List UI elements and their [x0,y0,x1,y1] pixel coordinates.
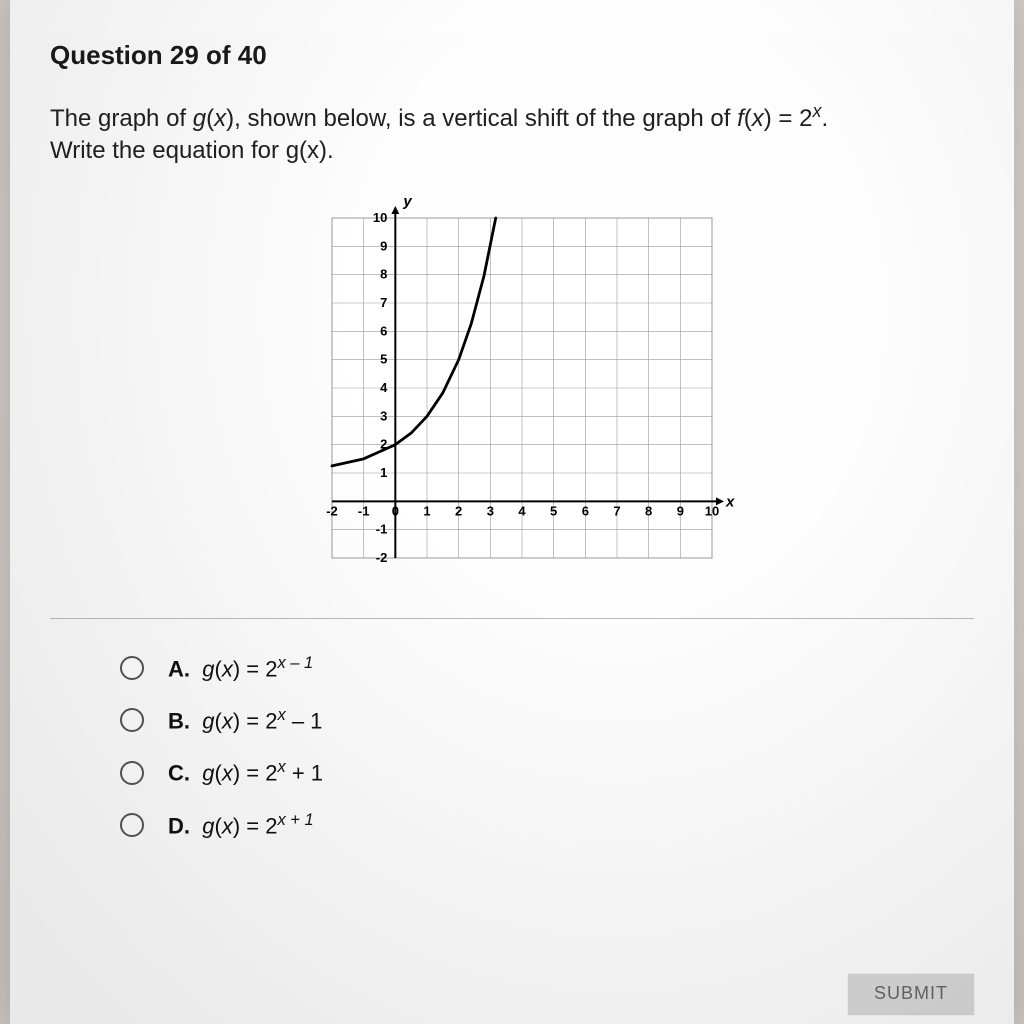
option-a-label: A. g(x) = 2x – 1 [168,654,313,682]
option-d[interactable]: D. g(x) = 2x + 1 [120,811,974,839]
svg-text:y: y [402,193,412,210]
option-a[interactable]: A. g(x) = 2x – 1 [120,654,974,682]
svg-text:8: 8 [380,266,387,281]
svg-text:6: 6 [582,503,589,518]
svg-text:-2: -2 [376,550,388,565]
chart-container: -2-1012345678910-2-112345678910yx [50,178,974,608]
question-page: Question 29 of 40 The graph of g(x), sho… [10,0,1014,1024]
svg-text:x: x [725,493,735,510]
svg-text:10: 10 [705,503,719,518]
radio-icon [120,708,144,732]
svg-text:9: 9 [677,503,684,518]
svg-text:2: 2 [455,503,462,518]
svg-text:10: 10 [373,210,387,225]
divider [50,618,974,619]
prompt-line-1: The graph of g(x), shown below, is a ver… [50,105,828,132]
radio-icon [120,656,144,680]
svg-text:-1: -1 [376,521,388,536]
option-b[interactable]: B. g(x) = 2x – 1 [120,706,974,734]
svg-text:9: 9 [380,238,387,253]
svg-text:3: 3 [380,408,387,423]
prompt-line-2: Write the equation for g(x). [50,137,334,164]
submit-button[interactable]: SUBMIT [848,973,974,1014]
svg-text:3: 3 [487,503,494,518]
option-b-label: B. g(x) = 2x – 1 [168,706,322,734]
svg-text:4: 4 [518,503,526,518]
svg-text:4: 4 [380,380,388,395]
svg-text:6: 6 [380,323,387,338]
svg-text:5: 5 [550,503,557,518]
question-header: Question 29 of 40 [50,40,974,71]
answer-options: A. g(x) = 2x – 1 B. g(x) = 2x – 1 C. g(x… [50,654,974,839]
radio-icon [120,761,144,785]
function-graph: -2-1012345678910-2-112345678910yx [282,188,742,588]
svg-text:7: 7 [613,503,620,518]
option-c[interactable]: C. g(x) = 2x + 1 [120,758,974,786]
svg-text:1: 1 [380,465,387,480]
svg-text:0: 0 [392,503,399,518]
question-prompt: The graph of g(x), shown below, is a ver… [50,99,974,168]
svg-text:5: 5 [380,351,387,366]
svg-text:1: 1 [423,503,430,518]
svg-text:-2: -2 [326,503,338,518]
option-c-label: C. g(x) = 2x + 1 [168,758,323,786]
svg-text:8: 8 [645,503,652,518]
svg-text:7: 7 [380,295,387,310]
option-d-label: D. g(x) = 2x + 1 [168,811,314,839]
radio-icon [120,813,144,837]
svg-text:-1: -1 [358,503,370,518]
